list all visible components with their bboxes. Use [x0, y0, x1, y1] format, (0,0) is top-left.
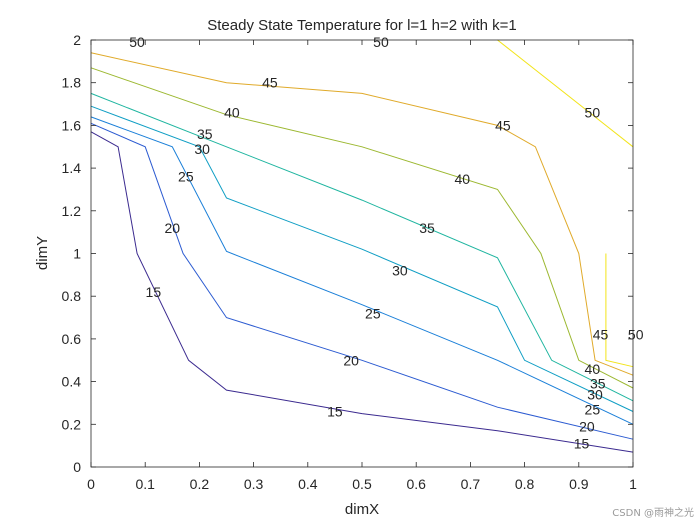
y-tick-label: 2 — [73, 32, 81, 48]
x-tick-label: 0.1 — [135, 476, 155, 492]
contour-labels: 1515152020202525253030303535354040404545… — [129, 34, 643, 451]
contour-label-50: 50 — [373, 34, 389, 50]
contour-line-50-segment — [605, 253, 634, 368]
x-tick-label: 0.3 — [244, 476, 264, 492]
x-tick-label: 0 — [87, 476, 95, 492]
x-axis-label: dimX — [345, 501, 379, 518]
x-tick-label: 0.7 — [461, 476, 481, 492]
contour-lines — [90, 39, 634, 453]
x-tick-label: 0.9 — [569, 476, 589, 492]
contour-label-35: 35 — [419, 220, 435, 236]
contour-line-30 — [90, 105, 634, 412]
y-tick-label: 0 — [73, 459, 81, 475]
contour-label-30: 30 — [587, 386, 603, 402]
contour-label-50: 50 — [129, 34, 145, 50]
contour-label-20: 20 — [579, 418, 595, 434]
y-tick-label: 1.8 — [62, 75, 82, 91]
x-tick-label: 0.8 — [515, 476, 535, 492]
contour-label-35: 35 — [197, 126, 213, 142]
y-tick-label: 1 — [73, 246, 81, 262]
x-tick-label: 0.2 — [190, 476, 210, 492]
contour-line-40 — [90, 67, 634, 389]
contour-label-25: 25 — [178, 169, 194, 185]
contour-label-45: 45 — [262, 75, 278, 91]
y-tick-label: 1.2 — [62, 203, 82, 219]
contour-label-40: 40 — [585, 361, 601, 377]
x-tick-label: 0.4 — [298, 476, 318, 492]
contour-label-15: 15 — [146, 284, 162, 300]
y-tick-label: 0.4 — [62, 374, 82, 390]
watermark: CSDN @雨神之光 — [612, 508, 694, 519]
contour-label-45: 45 — [593, 327, 609, 343]
contour-line-20 — [90, 122, 634, 440]
x-tick-label: 1 — [629, 476, 637, 492]
y-axis-label: dimY — [34, 236, 51, 270]
y-tick-label: 0.6 — [62, 331, 82, 347]
contour-line-25 — [90, 116, 634, 425]
plot-area — [91, 40, 633, 467]
contour-label-50: 50 — [585, 105, 601, 121]
contour-line-15 — [90, 131, 634, 453]
contour-label-15: 15 — [327, 403, 343, 419]
contour-label-20: 20 — [165, 220, 181, 236]
contour-label-25: 25 — [365, 305, 381, 321]
contour-label-30: 30 — [392, 263, 408, 279]
contour-label-40: 40 — [224, 105, 240, 121]
contour-line-45 — [90, 52, 634, 376]
contour-label-35: 35 — [590, 376, 606, 392]
y-tick-label: 0.8 — [62, 288, 82, 304]
contour-label-45: 45 — [495, 117, 511, 133]
contour-label-50: 50 — [628, 327, 644, 343]
contour-label-15: 15 — [574, 436, 590, 452]
contour-line-35 — [90, 92, 634, 402]
y-tick-label: 0.2 — [62, 416, 82, 432]
contour-label-40: 40 — [454, 171, 470, 187]
y-axis-ticks: 0 0.2 0.4 0.6 0.8 1 1.2 1.4 1.6 1.8 2 — [62, 32, 633, 475]
contour-label-20: 20 — [343, 352, 359, 368]
chart-title: Steady State Temperature for l=1 h=2 wit… — [207, 17, 517, 34]
y-tick-label: 1.4 — [62, 160, 82, 176]
contour-label-25: 25 — [585, 401, 601, 417]
x-tick-label: 0.5 — [352, 476, 372, 492]
contour-line-50 — [497, 39, 634, 148]
x-axis-ticks: 0 0.1 0.2 0.3 0.4 0.5 0.6 0.7 0.8 0.9 1 — [87, 40, 637, 492]
x-tick-label: 0.6 — [406, 476, 426, 492]
y-tick-label: 1.6 — [62, 117, 82, 133]
contour-label-30: 30 — [194, 141, 210, 157]
